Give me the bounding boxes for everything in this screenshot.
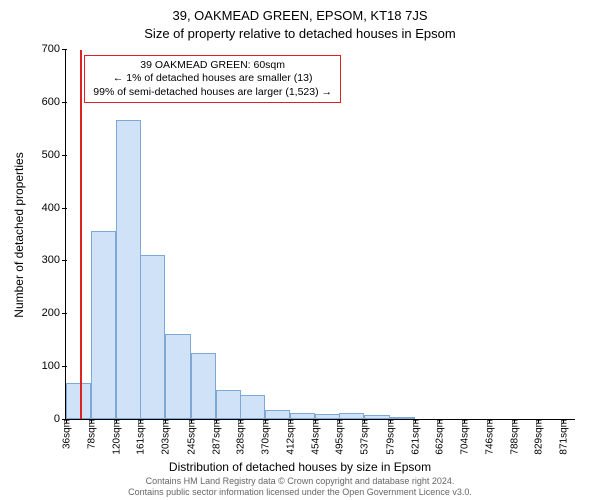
- footer-line2: Contains public sector information licen…: [0, 487, 600, 498]
- x-tick: 120sqm: [110, 419, 123, 455]
- histogram-bar: [240, 395, 265, 419]
- x-tick: 454sqm: [309, 419, 322, 455]
- chart-container: 39, OAKMEAD GREEN, EPSOM, KT18 7JS Size …: [0, 0, 600, 500]
- title-subtitle: Size of property relative to detached ho…: [0, 26, 600, 41]
- x-tick: 370sqm: [258, 419, 271, 455]
- annotation-box: 39 OAKMEAD GREEN: 60sqm← 1% of detached …: [84, 55, 341, 102]
- property-marker-line: [80, 50, 82, 419]
- histogram-bar: [216, 390, 241, 419]
- x-tick: 245sqm: [184, 419, 197, 455]
- y-tick: 500: [42, 149, 66, 161]
- y-tick: 700: [42, 43, 66, 55]
- footer-attribution: Contains HM Land Registry data © Crown c…: [0, 476, 600, 498]
- title-address: 39, OAKMEAD GREEN, EPSOM, KT18 7JS: [0, 8, 600, 23]
- x-tick: 36sqm: [60, 419, 73, 449]
- histogram-bar: [140, 255, 165, 419]
- footer-line1: Contains HM Land Registry data © Crown c…: [0, 476, 600, 487]
- histogram-bar: [165, 334, 190, 419]
- x-tick: 829sqm: [532, 419, 545, 455]
- annotation-line: 99% of semi-detached houses are larger (…: [93, 86, 332, 99]
- x-tick: 412sqm: [284, 419, 297, 455]
- x-tick: 537sqm: [358, 419, 371, 455]
- x-tick: 328sqm: [233, 419, 246, 455]
- x-tick: 78sqm: [85, 419, 98, 449]
- x-tick: 871sqm: [557, 419, 570, 455]
- x-tick: 579sqm: [383, 419, 396, 455]
- x-tick: 495sqm: [333, 419, 346, 455]
- x-axis-label: Distribution of detached houses by size …: [0, 460, 600, 474]
- x-tick: 788sqm: [508, 419, 521, 455]
- x-tick: 161sqm: [134, 419, 147, 455]
- x-tick: 662sqm: [432, 419, 445, 455]
- bars-layer: [66, 49, 576, 419]
- y-axis-label: Number of detached properties: [12, 50, 26, 420]
- x-tick: 621sqm: [408, 419, 421, 455]
- histogram-bar: [66, 383, 91, 419]
- histogram-bar: [91, 231, 116, 419]
- x-tick: 704sqm: [457, 419, 470, 455]
- annotation-line: 39 OAKMEAD GREEN: 60sqm: [93, 59, 332, 72]
- plot-area: 010020030040050060070036sqm78sqm120sqm16…: [65, 50, 575, 420]
- histogram-bar: [191, 353, 216, 419]
- y-tick: 300: [42, 254, 66, 266]
- histogram-bar: [116, 120, 141, 419]
- y-tick: 600: [42, 96, 66, 108]
- x-tick: 203sqm: [159, 419, 172, 455]
- y-tick: 400: [42, 202, 66, 214]
- y-tick: 200: [42, 307, 66, 319]
- x-tick: 746sqm: [483, 419, 496, 455]
- y-tick: 100: [42, 360, 66, 372]
- annotation-line: ← 1% of detached houses are smaller (13): [93, 72, 332, 85]
- histogram-bar: [265, 410, 290, 420]
- x-tick: 287sqm: [209, 419, 222, 455]
